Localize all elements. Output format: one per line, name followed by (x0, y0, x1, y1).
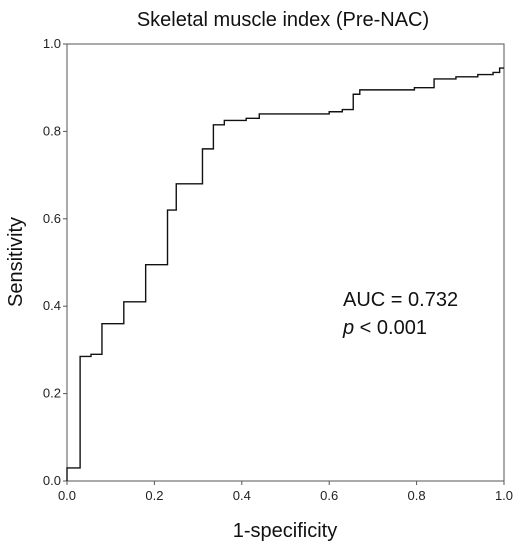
x-tick-label: 0.4 (233, 488, 251, 503)
y-axis-title: Sensitivity (5, 217, 27, 307)
x-axis-ticks: 0.0 0.2 0.4 0.6 0.8 1.0 (58, 481, 513, 503)
y-tick-label: 0.4 (43, 298, 61, 313)
p-symbol: p (342, 317, 354, 339)
y-tick-label: 1.0 (43, 36, 61, 51)
y-axis-ticks: 0.0 0.2 0.4 0.6 0.8 1.0 (43, 36, 67, 488)
p-value-annotation: p < 0.001 (342, 317, 427, 339)
chart-title: Skeletal muscle index (Pre-NAC) (137, 9, 429, 31)
x-tick-label: 1.0 (495, 488, 513, 503)
y-tick-label: 0.8 (43, 123, 61, 138)
p-value-text: < 0.001 (354, 317, 427, 339)
auc-annotation: AUC = 0.732 (343, 289, 458, 311)
plot-frame (66, 43, 505, 482)
y-tick-label: 0.2 (43, 386, 61, 401)
x-tick-label: 0.0 (58, 488, 76, 503)
y-tick-label: 0.6 (43, 211, 61, 226)
x-axis-title: 1-specificity (233, 520, 337, 542)
x-tick-label: 0.8 (408, 488, 426, 503)
y-tick-label: 0.0 (43, 473, 61, 488)
roc-curve-line (66, 67, 504, 481)
x-tick-label: 0.2 (145, 488, 163, 503)
x-tick-label: 0.6 (320, 488, 338, 503)
